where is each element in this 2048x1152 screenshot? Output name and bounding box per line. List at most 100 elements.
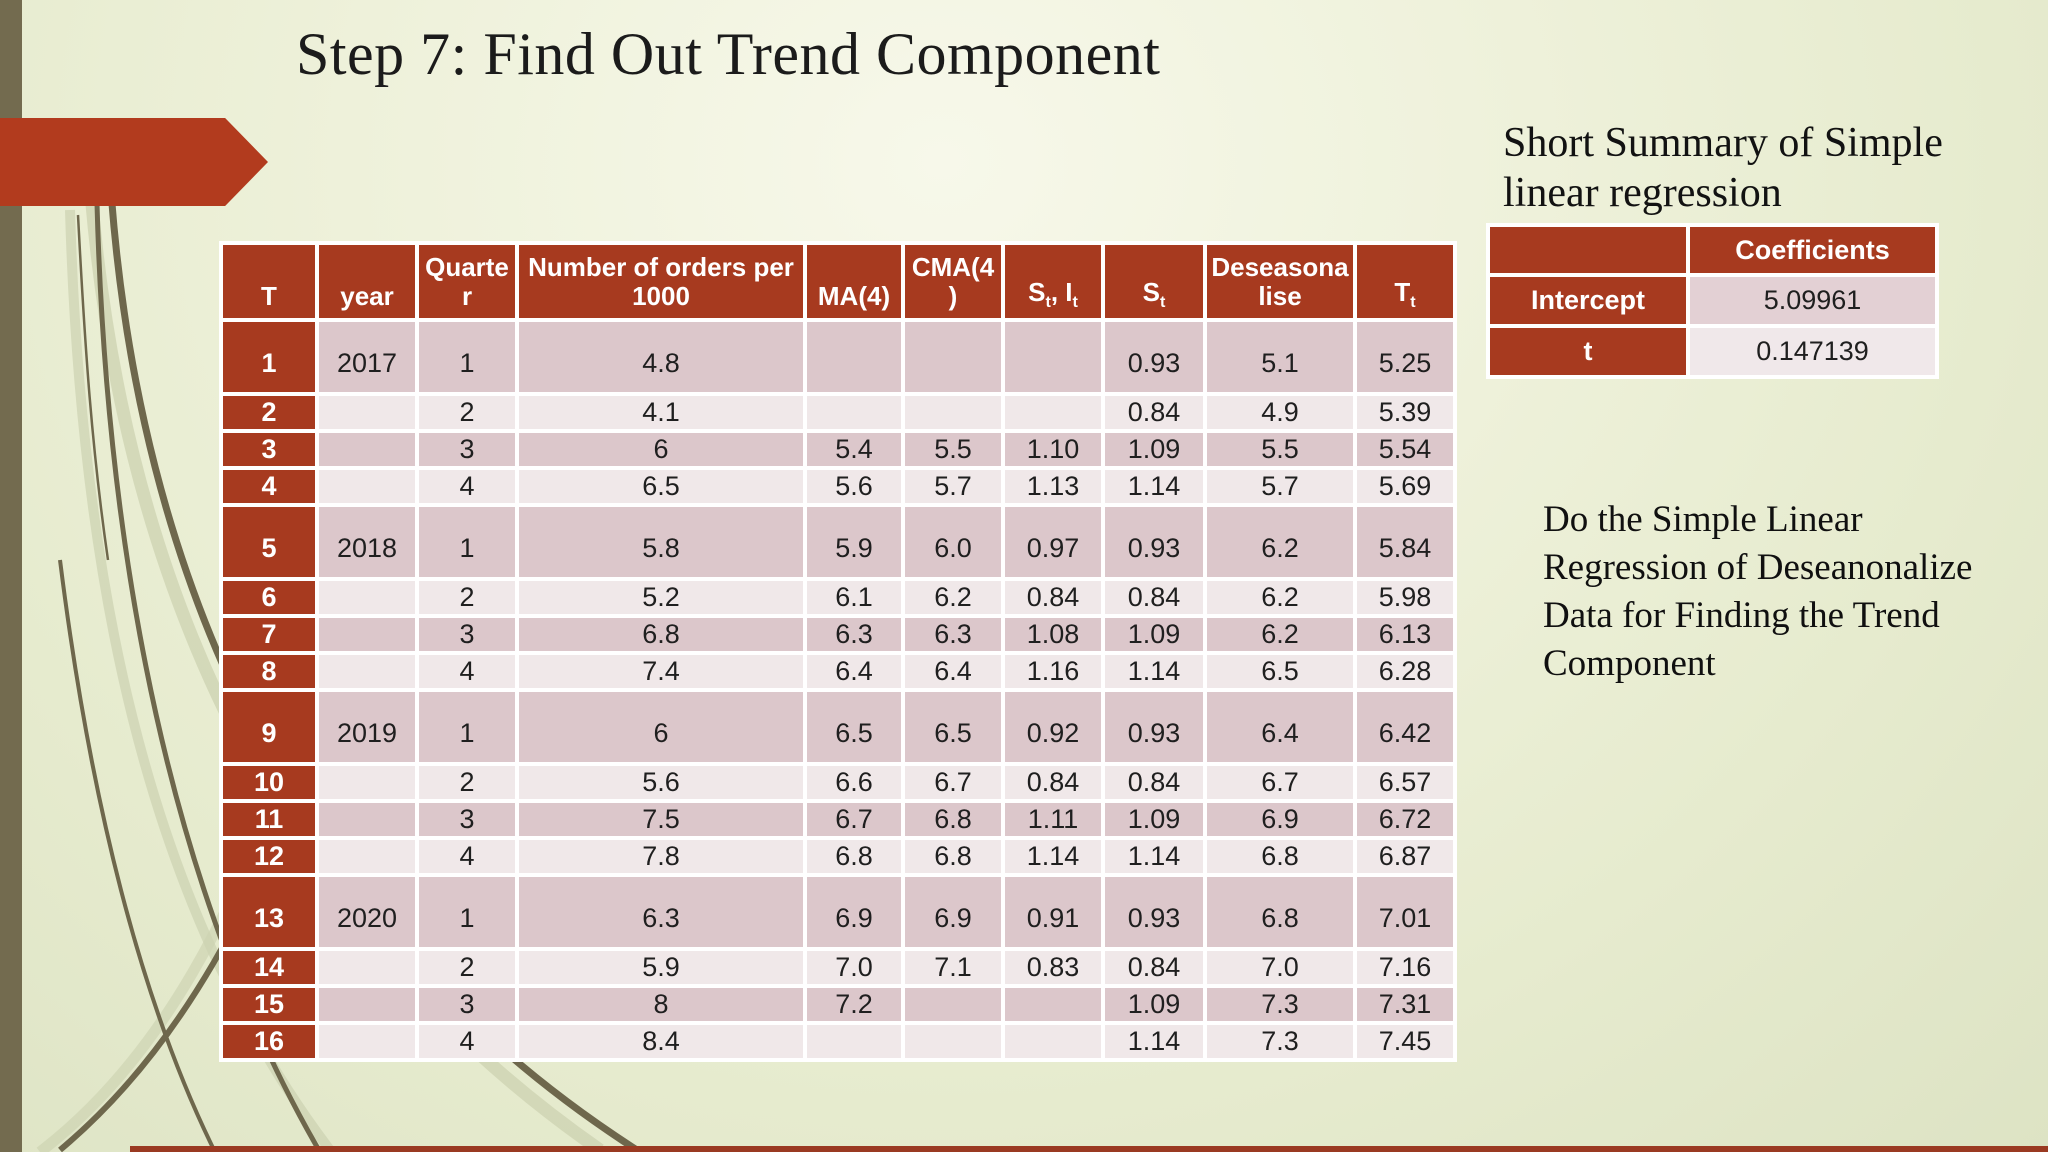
table-cell: 6.5 — [1207, 655, 1353, 688]
table-cell: 6.4 — [905, 655, 1001, 688]
table-cell: 0.84 — [1105, 951, 1203, 984]
table-cell: 5.98 — [1357, 581, 1453, 614]
table-cell: 0.84 — [1105, 766, 1203, 799]
table-cell: 2 — [419, 396, 515, 429]
coefficient-label: t — [1490, 328, 1686, 375]
table-row: 3 3 6 5.4 5.5 1.10 1.09 5.5 5.54 — [223, 433, 1453, 466]
table-cell — [807, 322, 901, 392]
table-cell: 6.4 — [1207, 692, 1353, 762]
table-cell: 7.45 — [1357, 1025, 1453, 1058]
table-cell: 1 — [419, 322, 515, 392]
table-cell: 6.87 — [1357, 840, 1453, 873]
table-cell: 6.5 — [807, 692, 901, 762]
row-index-cell: 7 — [223, 618, 315, 651]
table-cell: 0.84 — [1105, 581, 1203, 614]
table-cell: 5.84 — [1357, 507, 1453, 577]
table-cell: 0.84 — [1105, 396, 1203, 429]
row-index-cell: 15 — [223, 988, 315, 1021]
table-cell — [1005, 1025, 1101, 1058]
coefficient-value: 5.09961 — [1690, 277, 1935, 324]
table-cell: 2 — [419, 766, 515, 799]
table-cell: 0.92 — [1005, 692, 1101, 762]
table-cell: 5.1 — [1207, 322, 1353, 392]
table-cell: 1 — [419, 692, 515, 762]
table-cell: 5.5 — [1207, 433, 1353, 466]
table-cell: 6.6 — [807, 766, 901, 799]
table-cell: 7.8 — [519, 840, 803, 873]
table-cell: 1.09 — [1105, 433, 1203, 466]
table-cell — [905, 988, 1001, 1021]
table-cell: 5.7 — [1207, 470, 1353, 503]
table-cell: 5.4 — [807, 433, 901, 466]
table-cell: 6.7 — [1207, 766, 1353, 799]
table-cell: 1.13 — [1005, 470, 1101, 503]
table-row: 13 2020 1 6.3 6.9 6.9 0.91 0.93 6.8 7.01 — [223, 877, 1453, 947]
table-row: 2 2 4.1 0.84 4.9 5.39 — [223, 396, 1453, 429]
row-index-cell: 2 — [223, 396, 315, 429]
table-cell: 1 — [419, 507, 515, 577]
left-edge-bar — [0, 0, 22, 1152]
coef-header-coefficients: Coefficients — [1690, 227, 1935, 273]
table-cell: 1.14 — [1105, 470, 1203, 503]
table-cell: 5.2 — [519, 581, 803, 614]
table-cell: 4.1 — [519, 396, 803, 429]
table-row: 10 2 5.6 6.6 6.7 0.84 0.84 6.7 6.57 — [223, 766, 1453, 799]
table-row: 16 4 8.4 1.14 7.3 7.45 — [223, 1025, 1453, 1058]
row-index-cell: 12 — [223, 840, 315, 873]
table-row: 9 2019 1 6 6.5 6.5 0.92 0.93 6.4 6.42 — [223, 692, 1453, 762]
table-cell: 6 — [519, 692, 803, 762]
table-cell: 5.69 — [1357, 470, 1453, 503]
column-header-8: Deseasonalise — [1207, 245, 1353, 318]
table-cell: 2017 — [319, 322, 415, 392]
table-cell — [1005, 322, 1101, 392]
table-cell: 7.3 — [1207, 988, 1353, 1021]
table-cell — [905, 1025, 1001, 1058]
table-cell: 6.13 — [1357, 618, 1453, 651]
table-cell — [319, 766, 415, 799]
table-cell: 0.93 — [1105, 507, 1203, 577]
table-cell — [319, 470, 415, 503]
table-cell: 6.7 — [905, 766, 1001, 799]
table-cell: 4.8 — [519, 322, 803, 392]
table-cell: 6.8 — [519, 618, 803, 651]
table-cell — [905, 322, 1001, 392]
table-cell: 0.93 — [1105, 692, 1203, 762]
table-cell — [319, 988, 415, 1021]
table-cell: 6.2 — [905, 581, 1001, 614]
table-cell: 1.14 — [1105, 655, 1203, 688]
row-index-cell: 14 — [223, 951, 315, 984]
table-cell: 6.57 — [1357, 766, 1453, 799]
table-cell: 1.10 — [1005, 433, 1101, 466]
table-cell: 8 — [519, 988, 803, 1021]
table-cell: 1.09 — [1105, 803, 1203, 836]
table-cell: 7.3 — [1207, 1025, 1353, 1058]
table-cell: 6.8 — [1207, 877, 1353, 947]
table-cell: 6.2 — [1207, 581, 1353, 614]
table-row: 15 3 8 7.2 1.09 7.3 7.31 — [223, 988, 1453, 1021]
table-cell: 1.14 — [1005, 840, 1101, 873]
table-cell: 6.1 — [807, 581, 901, 614]
table-cell — [319, 803, 415, 836]
table-cell: 0.83 — [1005, 951, 1101, 984]
slide-title: Step 7: Find Out Trend Component — [296, 21, 1161, 87]
table-cell — [319, 840, 415, 873]
table-cell: 2 — [419, 951, 515, 984]
row-index-cell: 3 — [223, 433, 315, 466]
table-cell: 2019 — [319, 692, 415, 762]
table-cell: 0.93 — [1105, 322, 1203, 392]
column-header-0: T — [223, 245, 315, 318]
table-cell — [319, 433, 415, 466]
table-cell: 6.3 — [807, 618, 901, 651]
table-cell: 0.84 — [1005, 766, 1101, 799]
table-cell: 6.8 — [905, 803, 1001, 836]
table-cell: 3 — [419, 618, 515, 651]
row-index-cell: 5 — [223, 507, 315, 577]
table-cell: 5.5 — [905, 433, 1001, 466]
row-index-cell: 8 — [223, 655, 315, 688]
table-cell — [1005, 988, 1101, 1021]
table-cell: 6.8 — [905, 840, 1001, 873]
table-cell — [1005, 396, 1101, 429]
table-cell: 1.08 — [1005, 618, 1101, 651]
column-header-9: Tt — [1357, 245, 1453, 318]
